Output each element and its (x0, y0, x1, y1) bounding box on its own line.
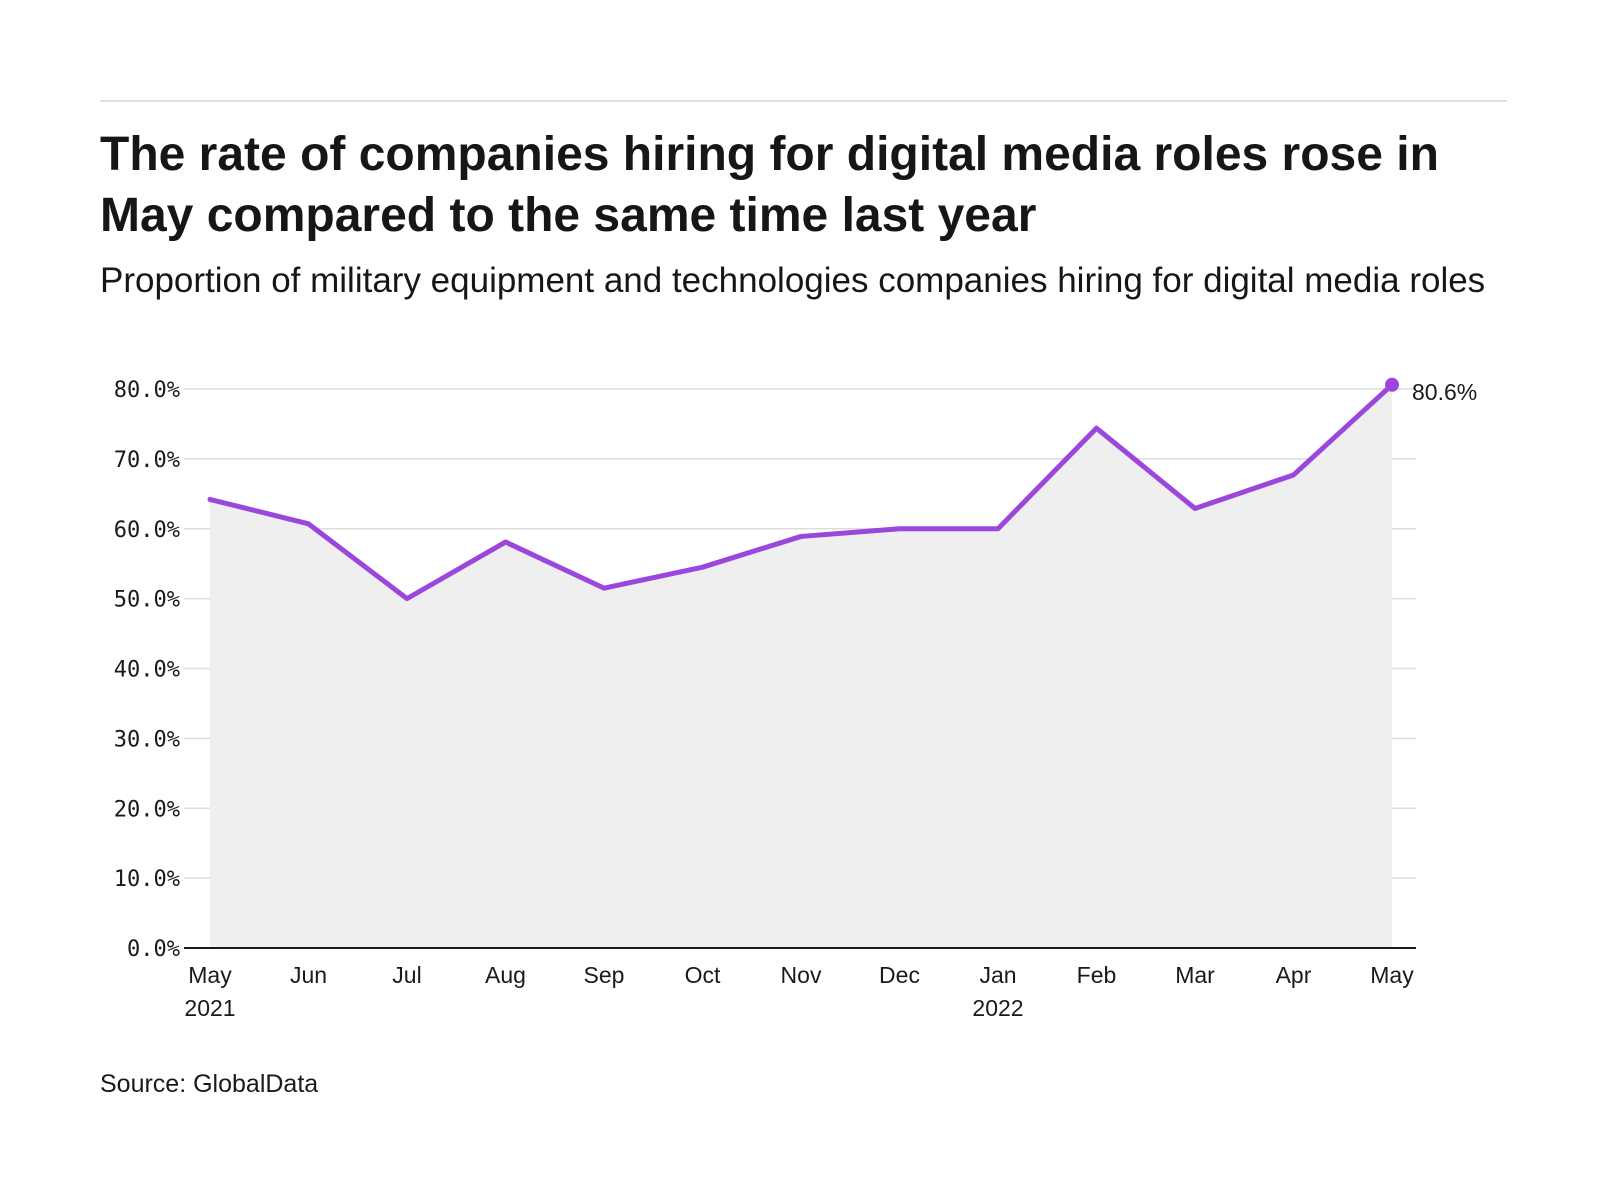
y-tick-label: 10.0% (114, 867, 180, 892)
x-axis-ticks: May 2021 Jun Jul Aug Sep Oct Nov Dec Jan 2022 Feb Ma… (184, 962, 1414, 1021)
source-note: Source: GlobalData (100, 1070, 319, 1098)
data-points: 80.6% (1385, 377, 1477, 405)
x-tick-year-label: 2022 (972, 995, 1023, 1021)
x-tick-label: Apr (1276, 962, 1312, 988)
x-tick-label: Feb (1077, 962, 1117, 988)
chart-title: The rate of companies hiring for digital… (100, 128, 1439, 242)
x-tick-label: Mar (1175, 962, 1215, 988)
chart-subtitle: Proportion of military equipment and tec… (100, 261, 1486, 300)
x-tick-label: Jul (392, 962, 421, 988)
end-point-marker (1385, 377, 1399, 392)
x-tick-label: Sep (584, 962, 625, 988)
x-tick-label: May (188, 962, 232, 988)
y-tick-label: 60.0% (114, 518, 180, 543)
y-axis-ticks: 0.0% 10.0% 20.0% 30.0% 40.0% 50.0% 60.0% 70.0% 8… (114, 378, 180, 962)
y-tick-label: 30.0% (114, 727, 180, 752)
y-tick-label: 20.0% (114, 797, 180, 822)
x-tick-label: Jun (290, 962, 327, 988)
x-tick-label: Aug (485, 962, 526, 988)
y-tick-label: 80.0% (114, 378, 180, 403)
x-tick-label: Jan (979, 962, 1016, 988)
x-tick-label: Oct (685, 962, 721, 988)
y-tick-label: 50.0% (114, 588, 180, 613)
area-fill (210, 384, 1392, 948)
y-tick-label: 70.0% (114, 448, 180, 473)
x-tick-year-label: 2021 (184, 995, 235, 1021)
x-tick-label: May (1370, 962, 1414, 988)
y-tick-label: 40.0% (114, 658, 180, 683)
x-tick-label: Dec (879, 962, 920, 988)
x-tick-label: Nov (781, 962, 822, 988)
top-divider (100, 100, 1507, 102)
y-tick-label: 0.0% (127, 937, 180, 962)
end-value-label: 80.6% (1412, 379, 1477, 405)
series-line (207, 382, 1395, 602)
